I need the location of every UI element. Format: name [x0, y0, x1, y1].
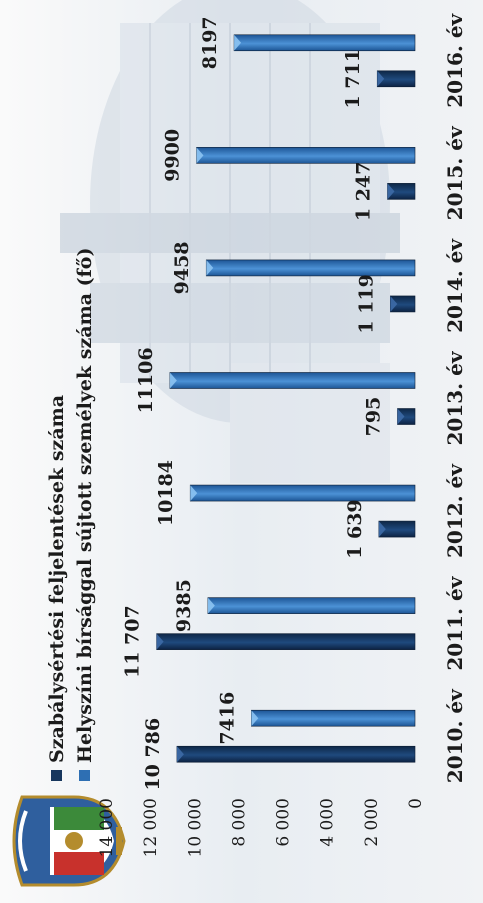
bar-series-2	[196, 147, 416, 164]
value-label-series-1: 1 639	[344, 499, 366, 558]
y-axis: 0 2 000 4 000 6 000 8 000 10 000 12 000 14 000	[97, 798, 426, 857]
value-labels: 10 786 7416 11 707 9385 1 639 10184 795 11106 1 …	[122, 16, 385, 790]
x-category-label: 2013. év	[443, 350, 467, 445]
y-tick-label: 6 000	[274, 798, 294, 847]
bar-top-bevel	[169, 372, 177, 389]
background-building-image	[60, 0, 400, 483]
bar-top-bevel	[190, 485, 198, 502]
bar-series-2	[169, 372, 416, 389]
y-tick-label: 0	[406, 798, 426, 809]
bar-top-bevel	[387, 183, 395, 200]
value-label-series-2: 10184	[155, 460, 177, 526]
y-tick-label: 12 000	[141, 798, 161, 857]
x-category-label: 2015. év	[443, 125, 467, 220]
value-label-series-1: 1 247	[352, 162, 374, 222]
value-label-series-1: 795	[362, 397, 384, 437]
legend-swatch-series-2	[79, 770, 90, 781]
bar-series-1	[176, 745, 416, 763]
value-label-series-1: 1 711	[342, 49, 364, 109]
bar-top-bevel	[377, 70, 385, 87]
value-label-series-2: 8197	[199, 16, 221, 69]
bar-top-bevel	[156, 633, 164, 650]
x-category-label: 2016. év	[443, 12, 467, 107]
value-label-series-1: 1 119	[355, 274, 377, 334]
bar-top-bevel	[206, 259, 214, 276]
legend-swatch-series-1	[51, 770, 62, 781]
value-label-series-1: 11 707	[122, 605, 144, 678]
value-label-series-2: 9900	[161, 129, 183, 182]
y-tick-label: 4 000	[318, 798, 338, 847]
police-badge-icon	[12, 795, 126, 887]
bar-top-bevel	[390, 295, 398, 312]
y-tick-label: 10 000	[185, 798, 205, 857]
bar-series-2	[189, 484, 416, 502]
bar-series-2	[233, 34, 416, 52]
x-category-label: 2010. év	[443, 688, 467, 783]
bar-series-2	[207, 597, 416, 614]
legend-label-series-2: Helyszíni bírsággal sújtott személyek sz…	[74, 248, 96, 763]
value-label-series-2: 9385	[173, 579, 195, 632]
value-label-series-1: 10 786	[142, 718, 164, 791]
bar-top-bevel	[397, 408, 405, 425]
bar-series-2	[205, 259, 416, 277]
y-tick-label: 8 000	[229, 798, 249, 847]
value-label-series-2: 7416	[216, 692, 238, 745]
x-category-label: 2011. év	[443, 575, 467, 670]
legend-label-series-1: Szabálysértési feljelentések száma	[46, 395, 68, 763]
bar-top-bevel	[176, 746, 184, 763]
bar-top-bevel	[207, 597, 215, 614]
bar-top-bevel	[234, 34, 242, 51]
x-axis-categories: 2010. év 2011. év 2012. év 2013. év 2014. év…	[443, 12, 467, 783]
value-label-series-2: 11106	[135, 347, 157, 413]
bar-top-bevel	[196, 147, 204, 164]
bar-series-1	[156, 633, 416, 650]
bar-series-2	[251, 709, 416, 727]
legend: Szabálysértési feljelentések száma Helys…	[46, 248, 96, 781]
x-category-label: 2012. év	[443, 463, 467, 558]
bar-top-bevel	[378, 521, 386, 538]
y-tick-label: 14 000	[97, 798, 117, 857]
x-category-label: 2014. év	[443, 238, 467, 333]
bar-top-bevel	[251, 710, 259, 727]
value-label-series-2: 9458	[171, 241, 193, 294]
y-tick-label: 2 000	[362, 798, 382, 847]
bars	[156, 34, 416, 763]
